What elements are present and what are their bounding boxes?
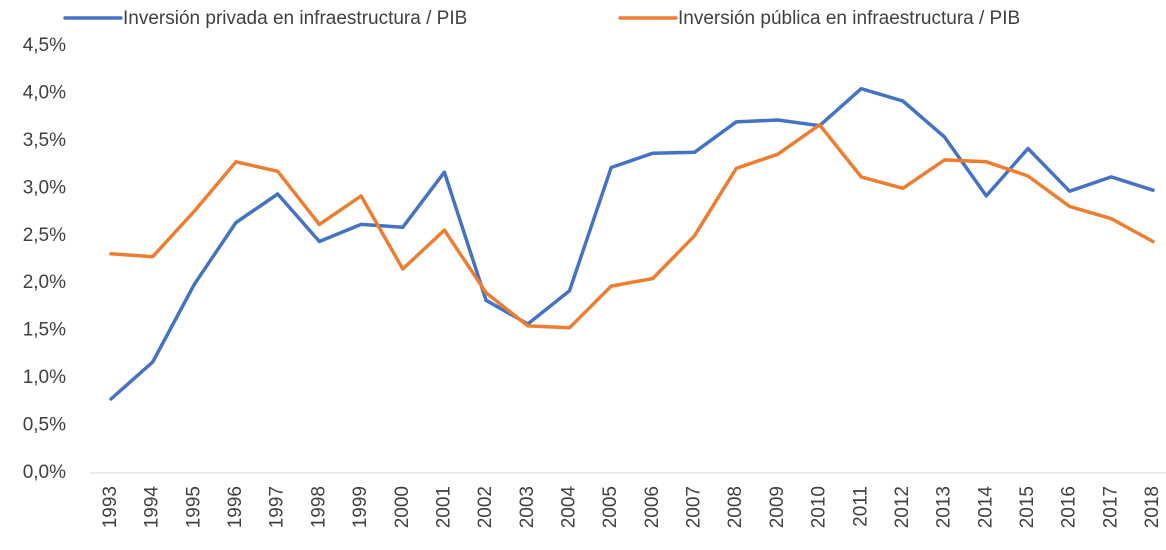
legend-label: Inversión pública en infraestructura / P…: [678, 8, 1020, 29]
x-tick-label: 2002: [475, 486, 496, 528]
x-tick-label: 2018: [1142, 486, 1163, 528]
x-tick-label: 2017: [1100, 486, 1121, 528]
y-tick-label: 3,0%: [23, 177, 66, 198]
x-tick-label: 2001: [433, 486, 454, 528]
x-tick-label: 1994: [142, 486, 163, 529]
x-tick-label: 2003: [517, 486, 538, 528]
x-tick-label: 2015: [1017, 486, 1038, 528]
x-tick-label: 2004: [558, 486, 579, 529]
y-tick-label: 1,5%: [23, 320, 66, 341]
x-tick-label: 2013: [934, 486, 955, 528]
x-tick-label: 2009: [767, 486, 788, 528]
x-tick-label: 2008: [725, 486, 746, 528]
legend-label: Inversión privada en infraestructura / P…: [123, 8, 467, 29]
series-line: [109, 123, 1155, 330]
series-line: [109, 86, 1155, 401]
y-tick-label: 3,5%: [23, 130, 66, 151]
x-tick-label: 2012: [892, 486, 913, 528]
x-tick-label: 2006: [642, 486, 663, 528]
x-tick-label: 1993: [100, 486, 121, 528]
y-tick-label: 1,0%: [23, 367, 66, 388]
y-tick-label: 2,0%: [23, 272, 66, 293]
y-tick-label: 0,5%: [23, 415, 66, 436]
x-tick-label: 1997: [267, 486, 288, 528]
x-tick-label: 1995: [183, 486, 204, 528]
x-tick-label: 2011: [850, 486, 871, 527]
x-tick-label: 1998: [308, 486, 329, 528]
x-tick-label: 2005: [600, 486, 621, 528]
x-tick-label: 1996: [225, 486, 246, 528]
y-tick-label: 4,0%: [23, 82, 66, 103]
x-tick-label: 2000: [392, 486, 413, 528]
x-tick-label: 2014: [975, 486, 996, 529]
x-tick-label: 2010: [809, 486, 830, 528]
x-tick-label: 2016: [1059, 486, 1080, 528]
x-tick-label: 1999: [350, 486, 371, 528]
x-tick-label: 2007: [684, 486, 705, 528]
y-tick-label: 0,0%: [23, 462, 66, 483]
y-tick-label: 2,5%: [23, 225, 66, 246]
y-tick-label: 4,5%: [23, 35, 66, 56]
